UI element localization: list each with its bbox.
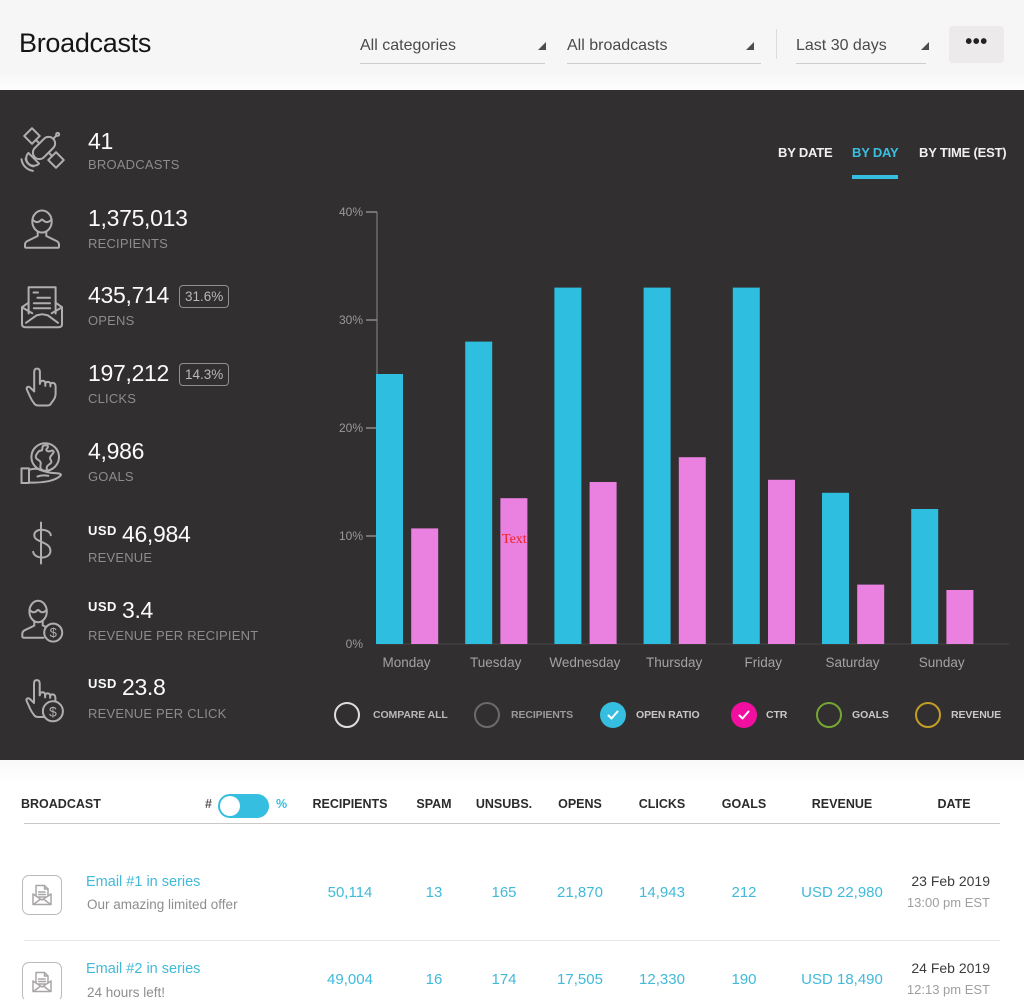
svg-text:0%: 0%: [346, 637, 364, 651]
svg-text:20%: 20%: [339, 421, 363, 435]
svg-text:Sunday: Sunday: [919, 655, 965, 670]
svg-text:Tuesday: Tuesday: [470, 655, 522, 670]
svg-text:$: $: [49, 703, 57, 719]
svg-text:10%: 10%: [339, 529, 363, 543]
svg-text:Saturday: Saturday: [825, 655, 879, 670]
svg-text:$: $: [50, 625, 58, 640]
svg-text:30%: 30%: [339, 313, 363, 327]
svg-text:Thursday: Thursday: [646, 655, 703, 670]
svg-text:Monday: Monday: [382, 655, 430, 670]
svg-text:40%: 40%: [339, 205, 363, 219]
svg-text:Wednesday: Wednesday: [549, 655, 620, 670]
svg-text:Friday: Friday: [745, 655, 783, 670]
